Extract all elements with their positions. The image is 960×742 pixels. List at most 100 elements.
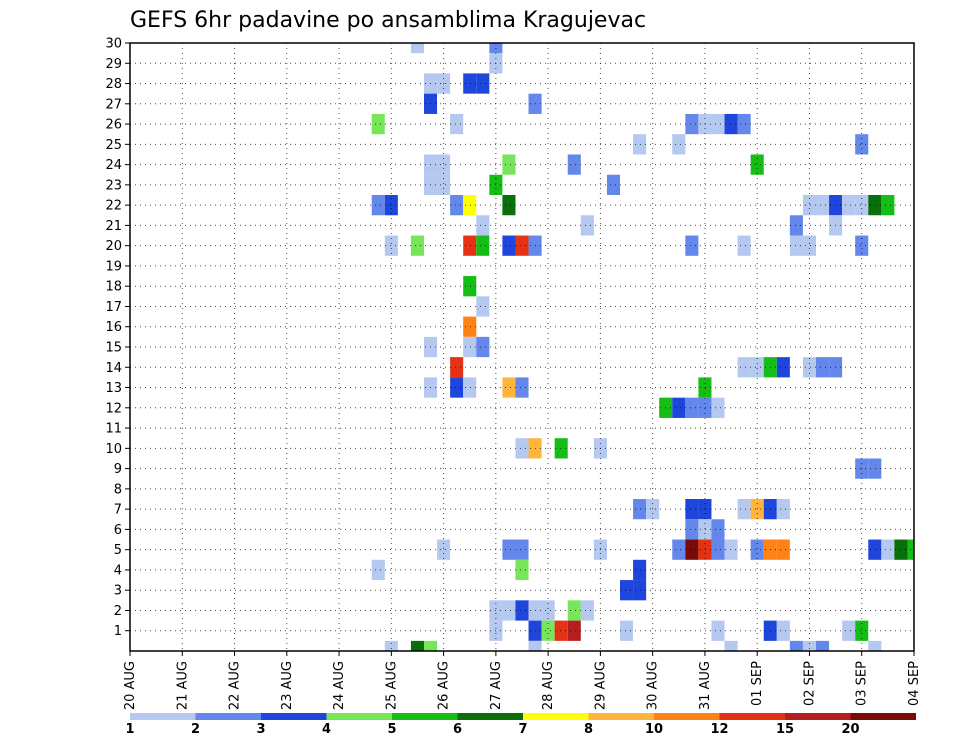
- x-tick-label: 22 AUG: [228, 661, 243, 710]
- colorbar-segment: [195, 713, 261, 720]
- colorbar-label: 6: [453, 722, 462, 737]
- data-cell: [724, 539, 738, 560]
- chart-title: GEFS 6hr padavine po ansamblima Kragujev…: [130, 8, 646, 33]
- data-cell: [567, 600, 581, 621]
- data-cell: [437, 539, 451, 560]
- colorbar-label: 4: [322, 722, 331, 737]
- colorbar-segment: [588, 713, 654, 720]
- data-cell: [463, 73, 477, 94]
- data-cell: [842, 195, 856, 216]
- x-tick-label: 31 AUG: [698, 661, 713, 710]
- data-cell: [868, 458, 882, 479]
- colorbar-segment: [130, 713, 196, 720]
- data-cell: [502, 195, 516, 216]
- data-cell: [580, 600, 594, 621]
- data-cell: [685, 113, 699, 135]
- colorbar-segment: [850, 713, 916, 720]
- data-cell: [750, 154, 764, 175]
- colorbar-label: 12: [710, 722, 728, 737]
- y-tick-label: 19: [105, 259, 122, 274]
- data-cell: [476, 296, 490, 317]
- y-tick-label: 16: [105, 320, 122, 335]
- y-tick-label: 15: [105, 341, 122, 356]
- data-cell: [737, 499, 751, 520]
- data-cell: [646, 499, 660, 520]
- data-cell: [580, 215, 594, 236]
- y-tick-label: 11: [105, 422, 122, 437]
- y-tick-label: 23: [105, 178, 122, 193]
- x-tick-label: 21 AUG: [175, 661, 190, 710]
- colorbar-segment: [457, 713, 523, 720]
- data-cell: [502, 539, 516, 560]
- x-tick-label: 03 SEP: [855, 661, 870, 706]
- data-cell: [698, 499, 712, 520]
- colorbar-label: 20: [841, 722, 859, 737]
- data-cell: [633, 559, 647, 581]
- x-tick-label: 23 AUG: [280, 661, 295, 710]
- data-cell: [672, 539, 686, 560]
- data-cell: [698, 113, 712, 135]
- data-cell: [750, 357, 764, 378]
- data-cell: [868, 539, 882, 560]
- data-cell: [410, 43, 424, 54]
- y-tick-label: 6: [114, 523, 122, 538]
- y-tick-label: 9: [114, 462, 122, 477]
- data-cell: [476, 235, 490, 256]
- y-tick-label: 24: [105, 158, 122, 173]
- data-cell: [868, 195, 882, 216]
- data-cell: [711, 113, 725, 135]
- data-cell: [463, 336, 477, 358]
- y-tick-label: 26: [105, 118, 122, 133]
- data-cell: [502, 377, 516, 398]
- colorbar-label: 15: [776, 722, 794, 737]
- data-cell: [685, 519, 699, 540]
- y-tick-label: 13: [105, 381, 122, 396]
- colorbar-segment: [523, 713, 589, 720]
- data-cell: [855, 235, 869, 256]
- y-tick-label: 12: [105, 401, 122, 416]
- x-axis-ticks: 20 AUG 21 AUG 22 AUG 23 AUG 24 AUG 25 AUG 26 A…: [123, 651, 922, 710]
- data-cell: [711, 539, 725, 560]
- colorbar-label: 5: [387, 722, 396, 737]
- data-cell: [789, 640, 803, 651]
- data-cell: [685, 539, 699, 560]
- x-tick-label: 01 SEP: [750, 661, 765, 706]
- colorbar-segment: [785, 713, 851, 720]
- data-cell: [437, 174, 451, 195]
- data-cell: [672, 134, 686, 155]
- data-cell: [711, 519, 725, 540]
- data-cell: [515, 377, 529, 398]
- data-cell: [724, 113, 738, 135]
- data-cell: [842, 620, 856, 641]
- x-tick-label: 27 AUG: [489, 661, 504, 710]
- data-cell: [502, 154, 516, 175]
- y-tick-label: 17: [105, 300, 122, 315]
- data-cell: [437, 154, 451, 175]
- data-cell: [541, 620, 555, 641]
- colorbar-segment: [392, 713, 458, 720]
- data-cell: [515, 235, 529, 256]
- data-cell: [476, 73, 490, 94]
- data-cell: [855, 620, 869, 641]
- data-cell: [554, 620, 568, 641]
- colorbar-label: 1: [125, 722, 134, 737]
- x-tick-label: 02 SEP: [802, 661, 817, 706]
- data-cell: [515, 559, 529, 581]
- data-cell: [606, 174, 620, 195]
- data-cell: [881, 539, 895, 560]
- data-cell: [698, 377, 712, 398]
- x-tick-label: 30 AUG: [646, 661, 661, 710]
- data-cell: [816, 357, 830, 378]
- data-cell: [776, 539, 790, 560]
- colorbar-label: 8: [584, 722, 593, 737]
- data-cell: [881, 195, 895, 216]
- data-cell: [528, 640, 542, 651]
- data-cell: [711, 620, 725, 641]
- data-cell: [737, 357, 751, 378]
- y-tick-label: 3: [114, 584, 122, 599]
- grid-lines: [130, 43, 914, 651]
- y-tick-label: 25: [105, 138, 122, 153]
- data-cell: [450, 195, 464, 216]
- data-cell: [776, 499, 790, 520]
